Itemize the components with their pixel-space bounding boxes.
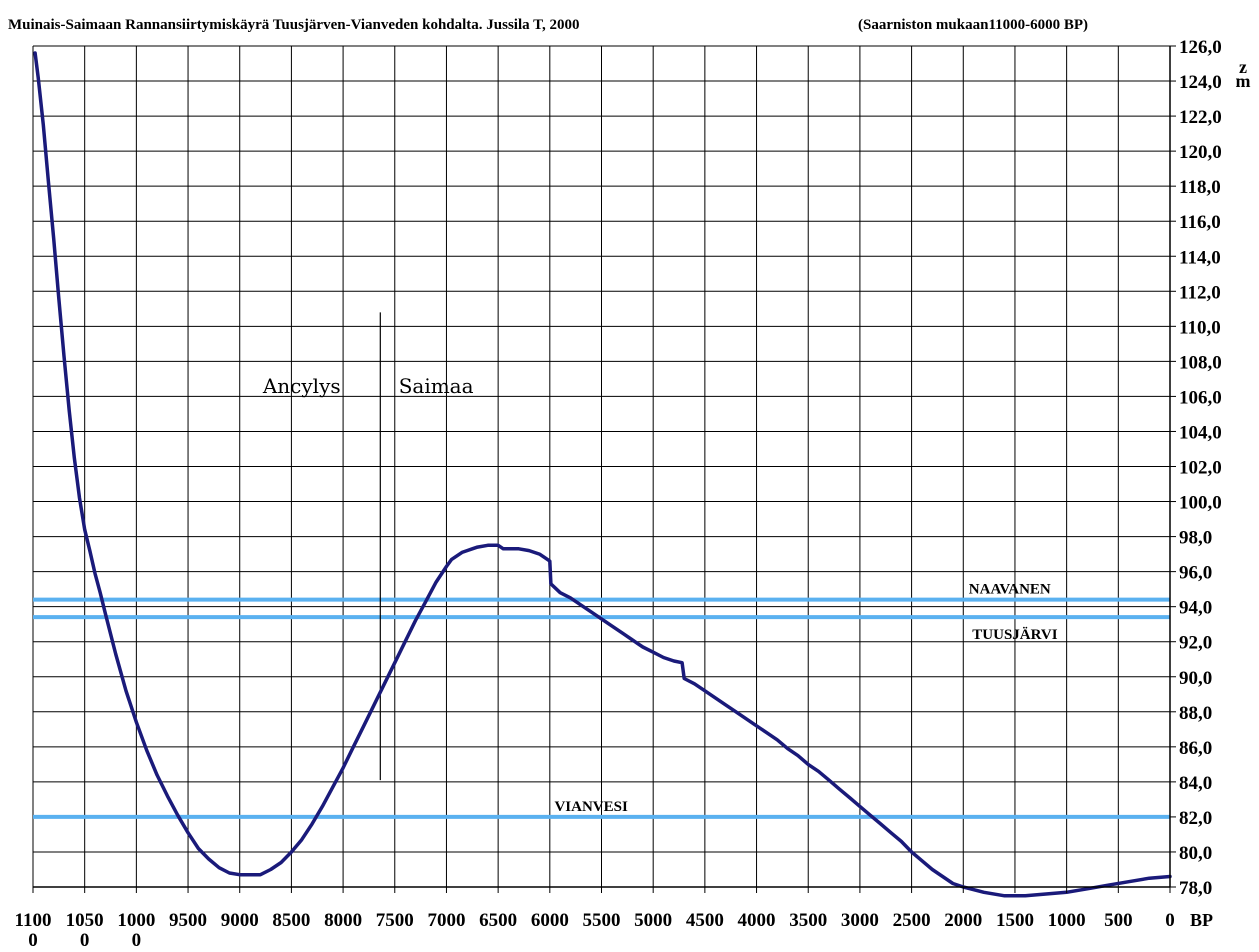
y-tick-label: 122,0	[1179, 107, 1222, 128]
x-tick-label: 1050	[66, 910, 104, 931]
y-tick-label: 120,0	[1179, 142, 1222, 163]
x-tick-label: 6500	[479, 910, 517, 931]
x-axis-label: BP	[1190, 910, 1213, 930]
x-tick-label: 9500	[169, 910, 207, 931]
y-tick-label: 126,0	[1179, 37, 1222, 58]
y-tick-label: 114,0	[1179, 247, 1221, 268]
axes	[32, 45, 1176, 893]
x-tick-label: 7500	[376, 910, 414, 931]
x-tick-label: 1000	[117, 910, 155, 931]
series-line	[33, 51, 1172, 898]
y-tick-label: 84,0	[1179, 773, 1212, 794]
x-tick-label: 4500	[686, 910, 724, 931]
x-tick-label: 1100	[15, 910, 52, 931]
y-tick-label: 98,0	[1179, 528, 1212, 549]
x-tick-label: 500	[1104, 910, 1133, 931]
y-tick-label: 124,0	[1179, 72, 1222, 93]
x-tick-label: 4000	[738, 910, 776, 931]
y-tick-label: 118,0	[1179, 177, 1221, 198]
reference-line-label: NAAVANEN	[969, 582, 1051, 598]
y-tick-label: 92,0	[1179, 633, 1212, 654]
x-tick-label: 2500	[893, 910, 931, 931]
x-tick-label: 5500	[583, 910, 621, 931]
y-tick-label: 96,0	[1179, 563, 1212, 584]
grid	[32, 45, 1171, 888]
x-tick-label: 7000	[427, 910, 465, 931]
x-tick-label: 1000	[1048, 910, 1086, 931]
y-tick-label: 78,0	[1179, 878, 1212, 899]
x-tick-label: 2000	[944, 910, 982, 931]
y-tick-label: 104,0	[1179, 422, 1222, 443]
x-tick-label: 6000	[531, 910, 569, 931]
y-tick-label: 90,0	[1179, 668, 1212, 689]
y-tick-label: 86,0	[1179, 738, 1212, 759]
period-label: Saimaa	[399, 374, 474, 398]
y-tick-label: 88,0	[1179, 703, 1212, 724]
y-tick-label: 94,0	[1179, 598, 1212, 619]
x-tick-label: 9000	[221, 910, 259, 931]
series-layer	[33, 51, 1172, 898]
x-tick-label: 0	[80, 930, 90, 951]
y-tick-label: 100,0	[1179, 493, 1222, 514]
y-tick-label: 116,0	[1179, 212, 1221, 233]
period-label: Ancylys	[262, 374, 341, 398]
y-axis-label: z	[1239, 57, 1247, 77]
y-tick-label: 110,0	[1179, 317, 1221, 338]
x-tick-label: 0	[132, 930, 142, 951]
y-tick-label: 102,0	[1179, 458, 1222, 479]
y-tick-label: 80,0	[1179, 843, 1212, 864]
x-tick-label: 5000	[634, 910, 672, 931]
x-tick-label: 8500	[272, 910, 310, 931]
reference-line-label: VIANVESI	[554, 799, 628, 815]
y-tick-label: 106,0	[1179, 387, 1222, 408]
x-tick-label: 3500	[789, 910, 827, 931]
y-tick-label: 108,0	[1179, 352, 1222, 373]
y-tick-label: 112,0	[1179, 282, 1221, 303]
x-tick-label: 1500	[996, 910, 1034, 931]
x-tick-label: 8000	[324, 910, 362, 931]
reference-line-label: TUUSJÄRVI	[972, 627, 1057, 643]
x-tick-label: 3000	[841, 910, 879, 931]
chart-subtitle: (Saarniston mukaan11000-6000 BP)	[858, 17, 1088, 33]
y-axis-label: m	[1236, 71, 1251, 91]
x-tick-label: 0	[1165, 910, 1175, 931]
y-tick-label: 82,0	[1179, 808, 1212, 829]
x-tick-label: 0	[28, 930, 38, 951]
chart-title: Muinais-Saimaan Rannansiirtymiskäyrä Tuu…	[8, 17, 580, 33]
